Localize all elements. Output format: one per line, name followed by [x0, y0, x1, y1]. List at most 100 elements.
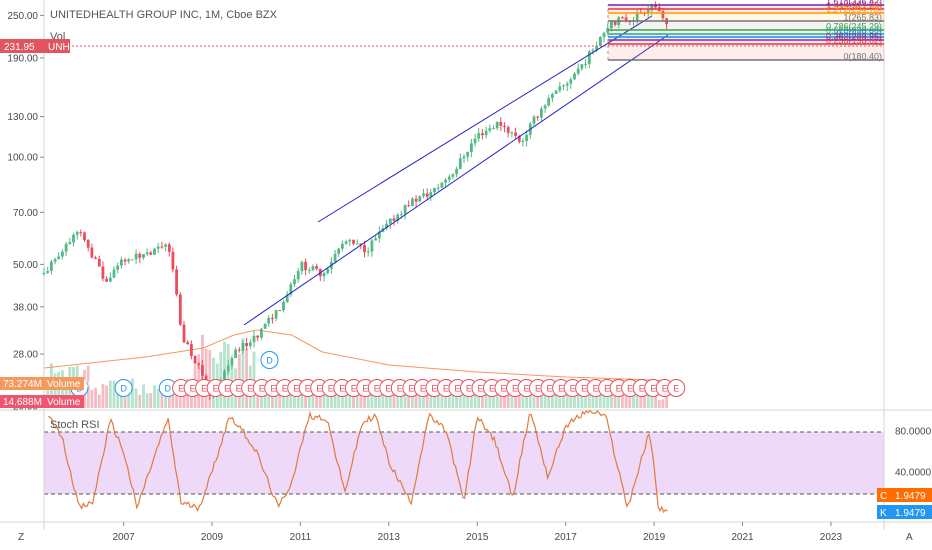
earnings-marker-letter: E: [512, 384, 518, 394]
candle-body: [514, 132, 517, 136]
volume-bar: [403, 386, 407, 408]
candle-body: [226, 365, 230, 372]
candle-body: [57, 256, 61, 260]
candle-body: [385, 223, 388, 229]
time-tick-label: 2007: [112, 532, 135, 543]
candle-body: [646, 10, 650, 14]
earnings-marker-letter: E: [305, 384, 311, 394]
candle-body: [120, 259, 123, 266]
candle-body: [540, 108, 543, 118]
volume-bar: [318, 388, 322, 408]
volume-bar: [271, 390, 274, 408]
candle-body: [97, 258, 101, 267]
candle-body: [466, 152, 470, 157]
volume-bar: [381, 382, 385, 408]
candle-body: [606, 28, 610, 33]
volume-bar: [370, 387, 374, 408]
volume-bar: [388, 392, 392, 408]
volume-bar: [414, 389, 418, 408]
earnings-marker-letter: E: [466, 384, 472, 394]
earnings-marker-letter: E: [431, 384, 437, 394]
volume-value: 14.688M: [3, 397, 42, 408]
channel-lower-line[interactable]: [243, 34, 669, 326]
candle-body: [101, 266, 105, 279]
symbol-badge: [44, 39, 70, 53]
volume-ma-line: [43, 329, 670, 382]
volume-bar: [182, 386, 186, 408]
event-markers[interactable]: DDDDEEEEEEEEEEEEEEEEEEEEEEEEEEEEEEEEEEEE…: [70, 351, 686, 397]
volume-bar: [510, 391, 514, 408]
candle-body: [311, 266, 315, 270]
earnings-marker[interactable]: [667, 379, 686, 397]
volume-bar: [543, 389, 547, 408]
auto-scale-button[interactable]: A: [906, 532, 913, 543]
candle-body: [83, 232, 86, 241]
earnings-marker-letter: E: [247, 384, 253, 394]
dividend-marker[interactable]: [114, 379, 133, 397]
candle-body: [315, 266, 318, 269]
volume-ma-name: Volume MA: [47, 379, 98, 390]
volume-bar: [517, 387, 521, 408]
price-tick-label: 130.00: [7, 112, 38, 123]
candle-body: [53, 259, 57, 262]
fib-retracement[interactable]: 1.618(336.82)1.414(311.25)1.272(294.78)1…: [607, 0, 884, 62]
volume-bar: [617, 386, 621, 408]
candle-body: [190, 344, 193, 356]
candle-body: [495, 121, 499, 129]
candle-body: [112, 269, 116, 278]
volume-bar: [138, 394, 142, 408]
last-price-badge: [0, 39, 44, 53]
candle-body: [149, 252, 153, 255]
candle-body: [142, 254, 145, 258]
candle-body: [447, 176, 451, 180]
channel-upper-line[interactable]: [317, 15, 653, 223]
earnings-marker-letter: E: [190, 384, 196, 394]
fib-level-label: 1.414(311.25): [827, 1, 882, 11]
candle-body: [536, 116, 540, 118]
candle-body: [267, 317, 271, 324]
candle-body: [587, 51, 591, 64]
volume-bar: [145, 393, 149, 408]
fib-zone: [608, 13, 884, 21]
candle-body: [289, 284, 293, 295]
candle-body: [506, 127, 510, 133]
candle-body: [374, 238, 377, 241]
dividend-marker-letter: D: [165, 384, 172, 394]
dividend-marker-letter: D: [266, 356, 273, 366]
candle-body: [650, 5, 654, 11]
volume-bar: [654, 394, 657, 408]
candle-body: [355, 243, 359, 245]
fib-zone: [608, 40, 884, 44]
candle-body: [42, 272, 46, 274]
volume-name-badge: [44, 395, 84, 408]
volume-bar: [422, 386, 425, 408]
candle-body: [223, 371, 226, 381]
zoom-left-button[interactable]: Z: [18, 532, 24, 543]
time-axis: 2007 2009 2011 2013 2015 2017 2019 2021 2023: [112, 522, 842, 543]
candle-body: [481, 133, 484, 136]
candle-body: [418, 196, 422, 202]
candle-body: [245, 343, 248, 347]
volume-bar: [595, 394, 598, 408]
earnings-marker-letter: E: [259, 384, 265, 394]
volume-bar: [241, 338, 245, 408]
volume-bar: [337, 394, 341, 408]
earnings-marker-letter: E: [224, 384, 230, 394]
fib-zone: [608, 44, 884, 60]
volume-bar: [473, 390, 477, 408]
candle-body: [580, 64, 584, 69]
earnings-marker-letter: E: [362, 384, 368, 394]
candle-body: [635, 12, 639, 21]
volume-bar: [458, 392, 462, 408]
candle-body: [193, 356, 197, 364]
dividend-marker[interactable]: [260, 351, 279, 369]
volume-bar: [112, 380, 116, 408]
volume-bar: [377, 385, 381, 408]
fib-level-label: 1.618(336.82): [826, 0, 882, 7]
volume-bar: [462, 393, 466, 408]
earnings-marker-letter: E: [535, 384, 541, 394]
volume-bar: [657, 399, 661, 408]
earnings-marker-letter: E: [420, 384, 426, 394]
volume-ma-value: 73.274M: [3, 379, 42, 390]
volume-bar: [528, 390, 532, 408]
